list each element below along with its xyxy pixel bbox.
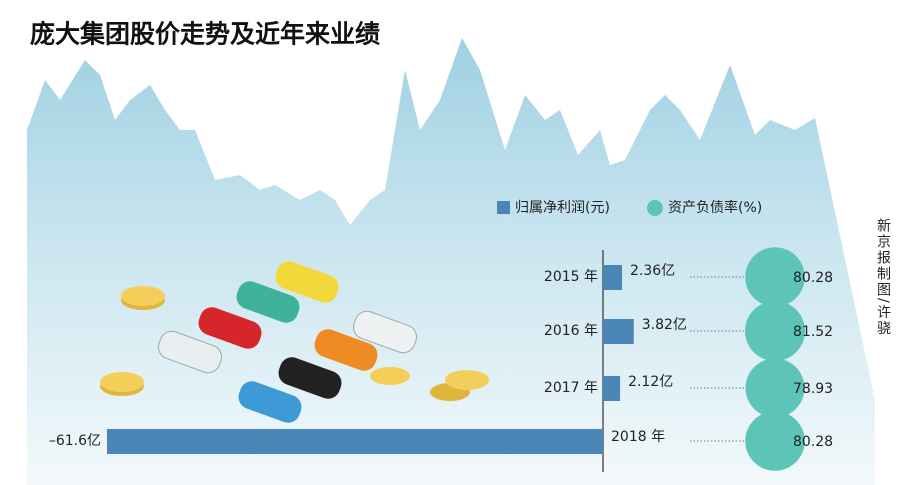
- ratio-circle: [745, 247, 805, 307]
- chart-title: 庞大集团股价走势及近年来业绩: [30, 20, 380, 49]
- value-label: –61.6亿: [49, 433, 101, 449]
- legend-label: 归属净利润(元): [515, 199, 610, 216]
- category-label: 2018 年: [611, 429, 665, 445]
- stock-trend: [27, 38, 875, 485]
- bar: [603, 376, 621, 401]
- ratio-label: 80.28: [793, 270, 833, 286]
- ratio-label: 81.52: [793, 324, 833, 340]
- illustration: [100, 261, 489, 423]
- legend-label: 资产负债率(%): [668, 199, 762, 216]
- category-label: 2016 年: [544, 323, 598, 339]
- bar: [603, 265, 623, 290]
- value-label: 2.12亿: [628, 374, 673, 390]
- legend-swatch: [497, 201, 510, 214]
- credit: 新京报制图/许骁: [875, 218, 891, 337]
- legend-swatch: [647, 200, 663, 216]
- ratio-circle: [745, 411, 805, 471]
- ratio-circle: [745, 358, 805, 418]
- value-label: 2.36亿: [630, 263, 675, 279]
- ratio-label: 78.93: [793, 381, 833, 397]
- bar: [603, 319, 634, 344]
- value-label: 3.82亿: [642, 317, 687, 333]
- bar: [107, 429, 603, 454]
- ratio-label: 80.28: [793, 434, 833, 450]
- category-label: 2017 年: [544, 380, 598, 396]
- category-label: 2015 年: [544, 269, 598, 285]
- ratio-circle: [745, 301, 805, 361]
